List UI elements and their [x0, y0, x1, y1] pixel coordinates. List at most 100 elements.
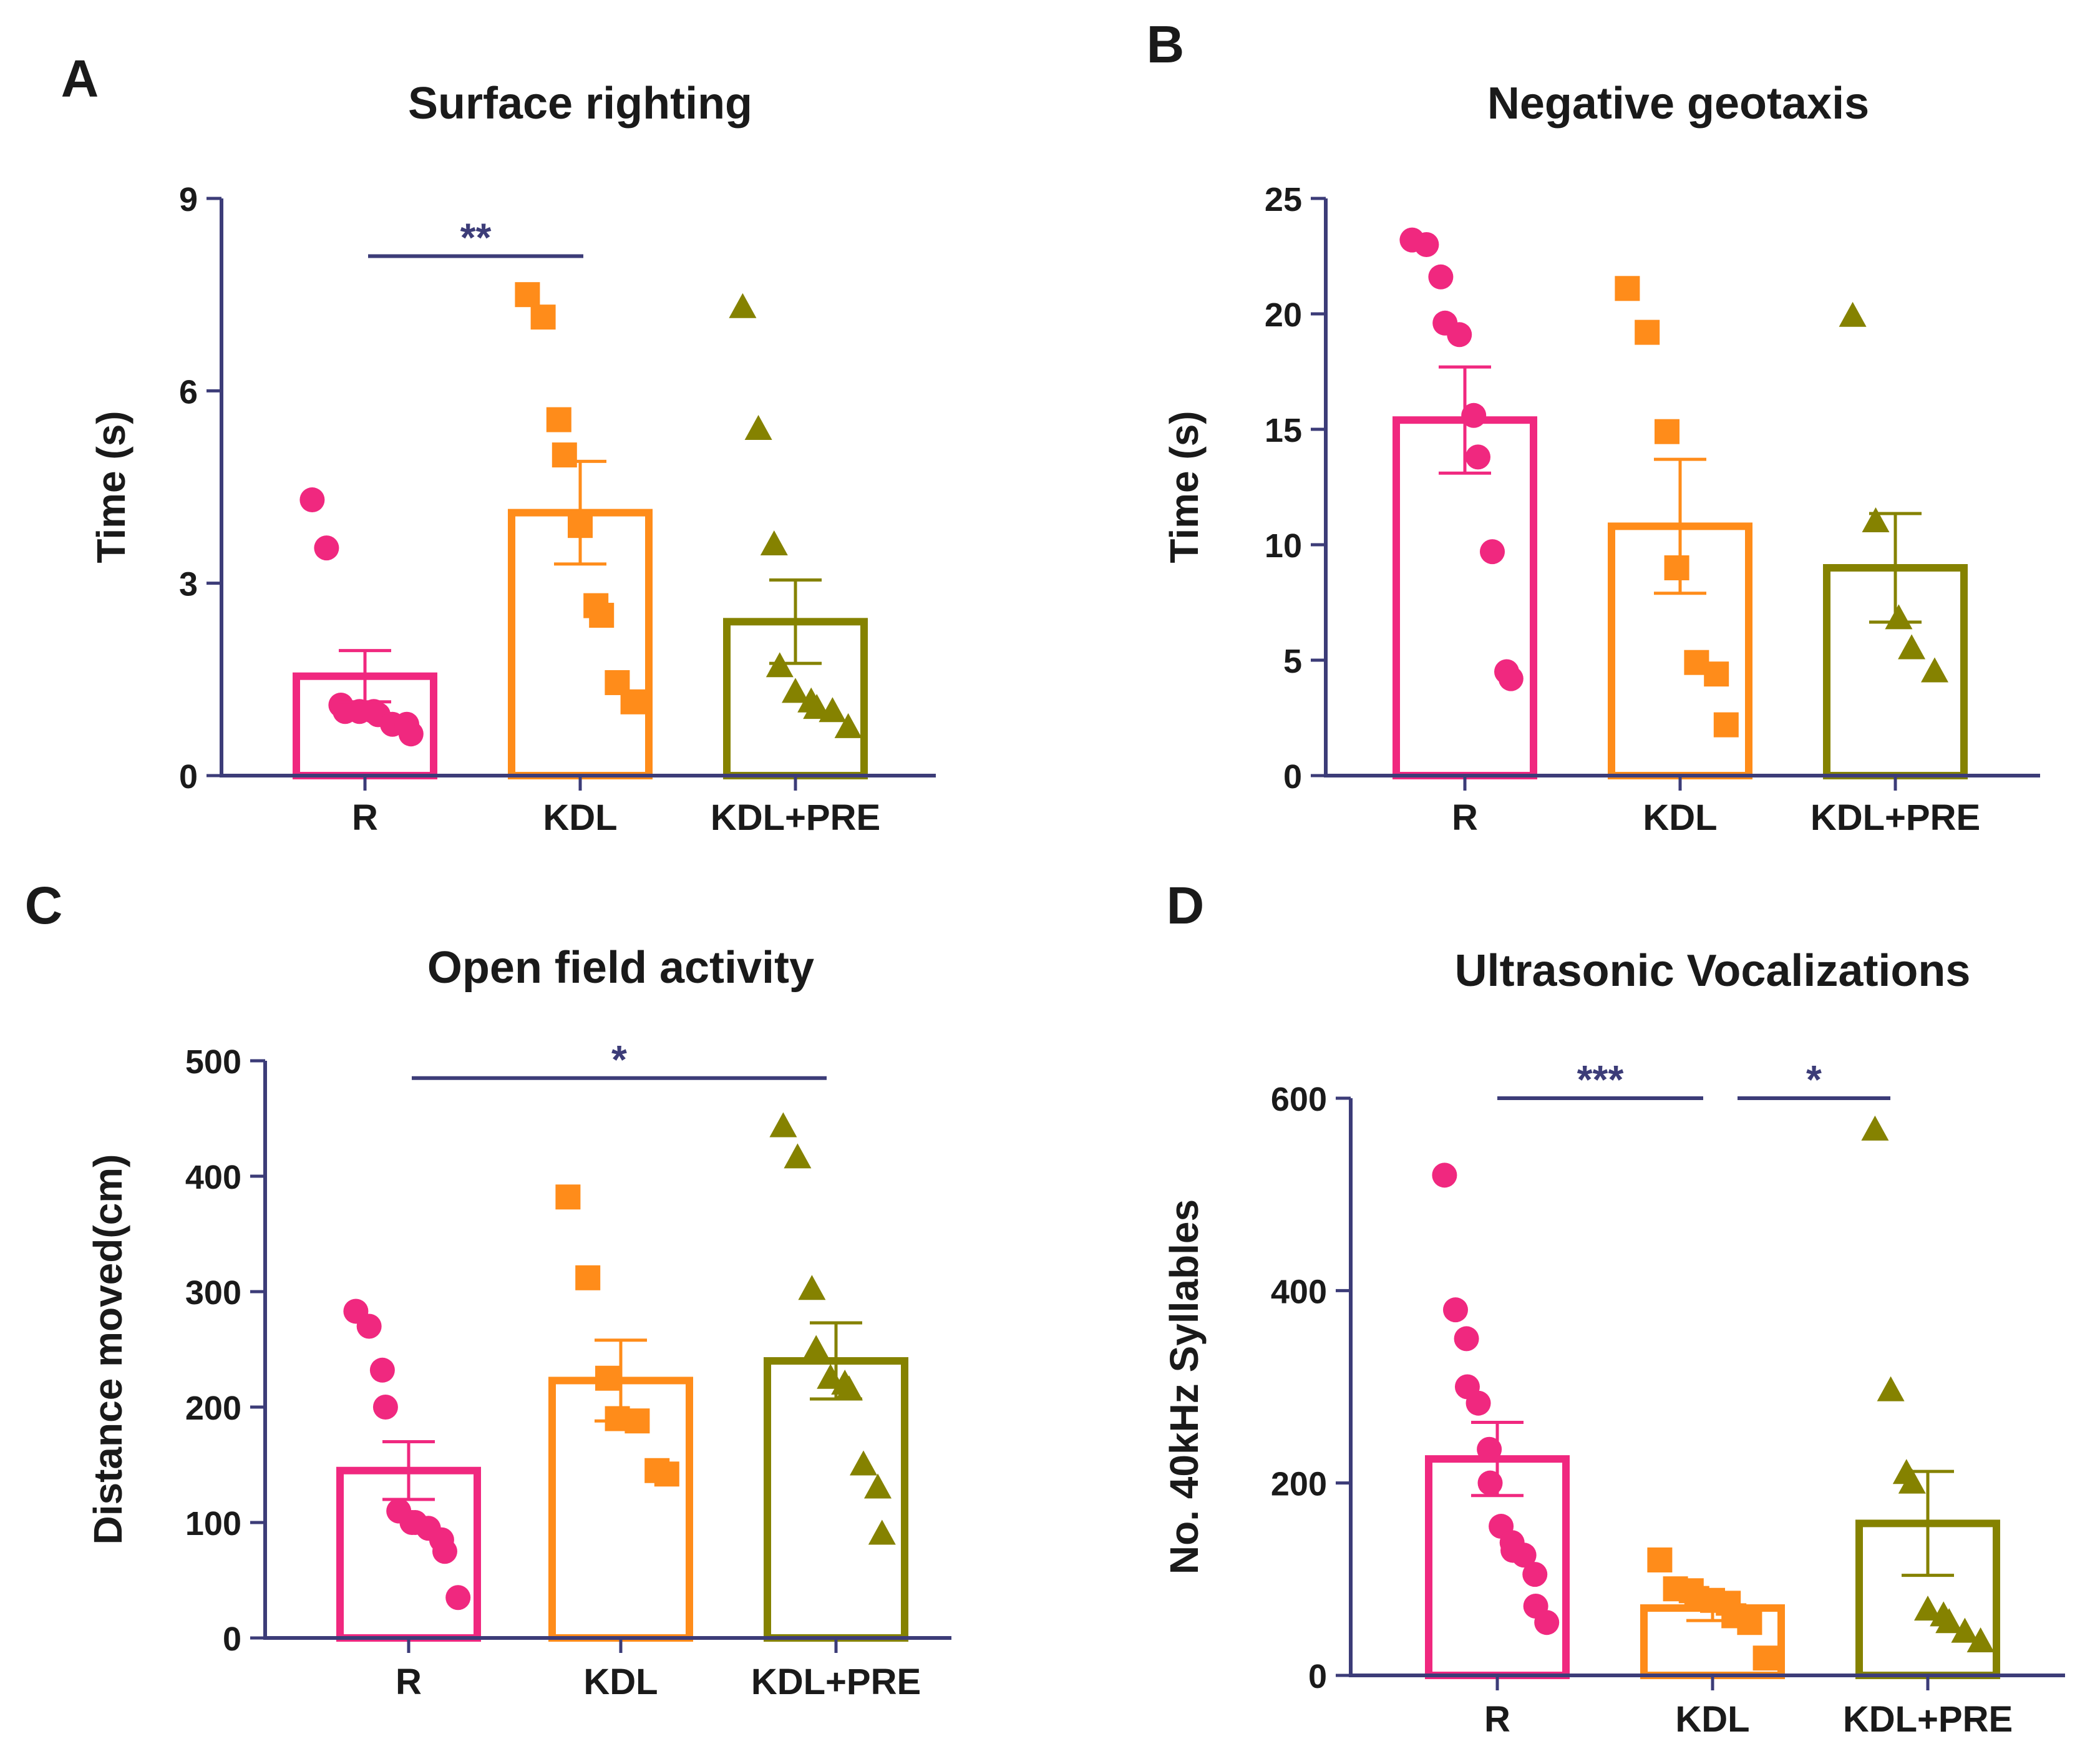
y-tick-label: 15 — [1265, 412, 1302, 449]
panel-d: D Ultrasonic Vocalizations 0 200 400 600 R KDL K… — [1162, 876, 2065, 1740]
data-point — [868, 1519, 896, 1545]
data-point — [1615, 276, 1640, 301]
data-point — [834, 713, 862, 738]
data-point — [729, 293, 757, 318]
data-point — [398, 721, 424, 747]
data-point — [1466, 444, 1490, 470]
chart-title: Negative geotaxis — [1487, 79, 1869, 129]
x-tick-label: R — [396, 1662, 422, 1702]
data-point — [1477, 1436, 1502, 1462]
x-tick-label: R — [1452, 797, 1478, 838]
data-point — [530, 305, 556, 330]
chart-title: Ultrasonic Vocalizations — [1455, 946, 1971, 996]
panel-c: C Open field activity 0 100 200 300 400 500 R KDL… — [25, 876, 951, 1702]
data-point — [1461, 402, 1487, 428]
data-point — [1655, 419, 1679, 444]
data-point — [589, 603, 615, 628]
y-tick-label: 6 — [179, 373, 198, 411]
data-point — [356, 1313, 382, 1339]
data-point — [798, 1275, 826, 1300]
data-point — [1898, 1468, 1926, 1494]
data-point — [1935, 1608, 1963, 1634]
x-tick-label: R — [1484, 1699, 1510, 1740]
data-point — [850, 1450, 877, 1476]
data-point — [1898, 634, 1926, 660]
data-point — [784, 1143, 812, 1169]
data-point — [1839, 301, 1867, 327]
y-tick-label: 400 — [185, 1159, 241, 1196]
y-tick-label: 200 — [1271, 1466, 1327, 1503]
y-tick-label: 500 — [185, 1043, 241, 1081]
data-point — [803, 694, 831, 719]
data-point — [1454, 1326, 1479, 1352]
x-tick-label: KDL — [583, 1662, 658, 1702]
data-point — [1647, 1547, 1673, 1572]
data-point — [372, 1395, 398, 1420]
x-tick-label: KDL — [1643, 797, 1717, 838]
data-point — [1877, 1376, 1905, 1401]
data-point — [1498, 666, 1524, 691]
y-tick-label: 3 — [179, 566, 198, 603]
data-point — [1428, 264, 1454, 290]
significance-label: *** — [1577, 1057, 1624, 1102]
data-point — [515, 282, 540, 308]
x-tick-label: KDL — [543, 797, 617, 838]
data-point — [1862, 507, 1890, 532]
y-axis-label: No. 40kHz Syllables — [1162, 1199, 1207, 1574]
significance-label: * — [1806, 1057, 1822, 1102]
data-point — [769, 1112, 797, 1138]
panel-b: B Negative geotaxis 0 5 10 15 20 25 R KDL KDL+PRE T… — [1147, 15, 2040, 838]
panel-letter: C — [25, 876, 63, 935]
data-point — [1914, 1596, 1942, 1621]
chart-title: Surface righting — [408, 79, 752, 129]
data-point — [864, 1473, 892, 1499]
y-axis-label: Time (s) — [1162, 411, 1207, 563]
y-tick-label: 0 — [1308, 1658, 1327, 1695]
data-point — [654, 1461, 679, 1487]
data-point — [1511, 1542, 1537, 1568]
panel-letter: A — [61, 49, 99, 108]
data-point — [1713, 712, 1739, 738]
data-point — [1534, 1610, 1560, 1635]
y-tick-label: 300 — [185, 1274, 241, 1312]
y-tick-label: 0 — [179, 758, 198, 796]
data-point — [1664, 555, 1689, 580]
data-point — [1921, 657, 1948, 683]
data-point — [1432, 1162, 1457, 1188]
data-point — [555, 1184, 581, 1210]
data-point — [782, 678, 809, 703]
data-point — [1442, 1297, 1468, 1323]
data-point — [1480, 539, 1505, 565]
data-point — [575, 1265, 601, 1290]
data-point — [1966, 1627, 1995, 1653]
data-point — [1737, 1610, 1762, 1635]
data-point — [1951, 1617, 1979, 1643]
data-point — [1414, 232, 1439, 257]
y-tick-label: 20 — [1265, 296, 1302, 334]
data-point — [1477, 1470, 1503, 1496]
data-point — [760, 530, 788, 555]
data-point — [1752, 1645, 1778, 1671]
data-point — [1466, 1390, 1491, 1416]
data-point — [1861, 1115, 1889, 1141]
data-point — [802, 1335, 830, 1360]
y-tick-label: 400 — [1271, 1273, 1327, 1310]
data-point — [1635, 319, 1660, 345]
y-tick-label: 9 — [179, 181, 198, 218]
x-tick-label: KDL+PRE — [711, 797, 880, 838]
x-tick-label: KDL — [1675, 1699, 1749, 1740]
panel-letter: B — [1147, 15, 1185, 74]
x-tick-label: KDL+PRE — [1843, 1699, 2013, 1740]
data-point — [314, 535, 339, 561]
y-tick-label: 100 — [185, 1505, 241, 1542]
y-tick-label: 0 — [223, 1620, 241, 1658]
data-point — [595, 1365, 620, 1391]
significance-label: * — [611, 1037, 627, 1082]
y-tick-label: 600 — [1271, 1081, 1327, 1118]
y-tick-label: 25 — [1265, 181, 1302, 218]
data-point — [299, 487, 325, 513]
data-point — [620, 689, 646, 714]
panel-letter: D — [1167, 876, 1205, 935]
data-point — [369, 1357, 395, 1383]
